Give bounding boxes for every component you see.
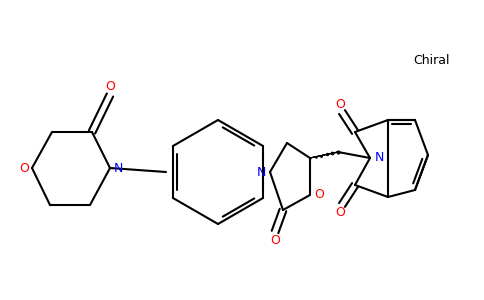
Text: O: O xyxy=(105,80,115,94)
Text: N: N xyxy=(113,161,122,175)
Text: Chiral: Chiral xyxy=(414,54,450,67)
Text: O: O xyxy=(335,98,345,110)
Text: O: O xyxy=(314,188,324,202)
Text: O: O xyxy=(19,161,29,175)
Text: O: O xyxy=(270,235,280,248)
Text: O: O xyxy=(335,206,345,220)
Text: N: N xyxy=(257,166,266,178)
Text: N: N xyxy=(374,152,384,164)
